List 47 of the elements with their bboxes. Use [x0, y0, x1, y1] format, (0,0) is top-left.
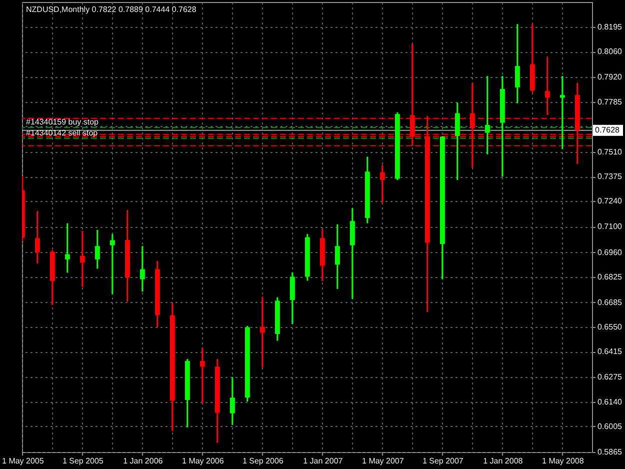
- candlestick: [334, 224, 340, 290]
- y-tick-label: 0.6140: [598, 397, 623, 406]
- candlestick: [94, 229, 100, 270]
- y-tick-label: 0.6825: [598, 272, 623, 282]
- x-tick-label: 1 May 2007: [362, 456, 404, 466]
- y-tick-label: 0.7920: [598, 72, 623, 82]
- y-tick-label: 0.6415: [598, 347, 623, 356]
- x-tick-label: 1 May 2005: [2, 456, 44, 466]
- x-tick-label: 1 Jan 2007: [303, 456, 344, 466]
- candlestick: [80, 230, 85, 288]
- ref-line-label: #14340159 buy stop: [26, 118, 100, 127]
- candlestick: [380, 164, 385, 204]
- y-tick-label: 0.5865: [598, 448, 623, 456]
- y-tick-label: 0.8060: [598, 47, 623, 56]
- y-tick-label: 0.6550: [598, 322, 623, 332]
- x-tick-label: 1 May 2006: [182, 456, 224, 466]
- y-tick-label: 0.7375: [598, 172, 623, 182]
- candlestick: [230, 376, 235, 426]
- candlestick: [484, 75, 490, 156]
- y-tick-label: 0.6275: [598, 372, 623, 382]
- candlestick: [514, 23, 520, 104]
- candlestick: [110, 233, 115, 296]
- y-tick-label: 0.7240: [598, 196, 623, 206]
- y-tick-label: 0.6960: [598, 248, 623, 257]
- candlestick: [454, 102, 460, 181]
- x-tick-label: 1 Sep 2007: [422, 456, 464, 466]
- chart-title: NZDUSD,Monthly 0.7822 0.7889 0.7444 0.7628: [26, 5, 197, 14]
- x-tick-label: 1 May 2008: [542, 456, 584, 466]
- y-tick-label: 0.7785: [598, 97, 623, 106]
- x-tick-label: 1 Jan 2008: [483, 456, 524, 466]
- candlestick: [200, 347, 205, 404]
- x-tick-label: 1 Sep 2006: [242, 456, 284, 466]
- x-tick-label: 1 Jan 2006: [123, 456, 164, 466]
- candlestick: [260, 296, 265, 368]
- y-tick-label: 0.8195: [598, 22, 623, 32]
- y-tick-label: 0.7510: [598, 147, 623, 156]
- candlestick: [64, 222, 70, 274]
- candlestick: [560, 75, 565, 150]
- y-tick-label: 0.6685: [598, 298, 623, 307]
- y-tick-label: 0.6005: [598, 422, 623, 431]
- ref-line-label: 0.7628: [595, 125, 620, 134]
- candlestick: [140, 245, 145, 292]
- x-tick-label: 1 Sep 2005: [62, 456, 104, 466]
- candlestick: [34, 210, 40, 264]
- candlestick: [544, 56, 550, 116]
- candlestick: [290, 272, 295, 325]
- y-tick-label: 0.7100: [598, 222, 623, 232]
